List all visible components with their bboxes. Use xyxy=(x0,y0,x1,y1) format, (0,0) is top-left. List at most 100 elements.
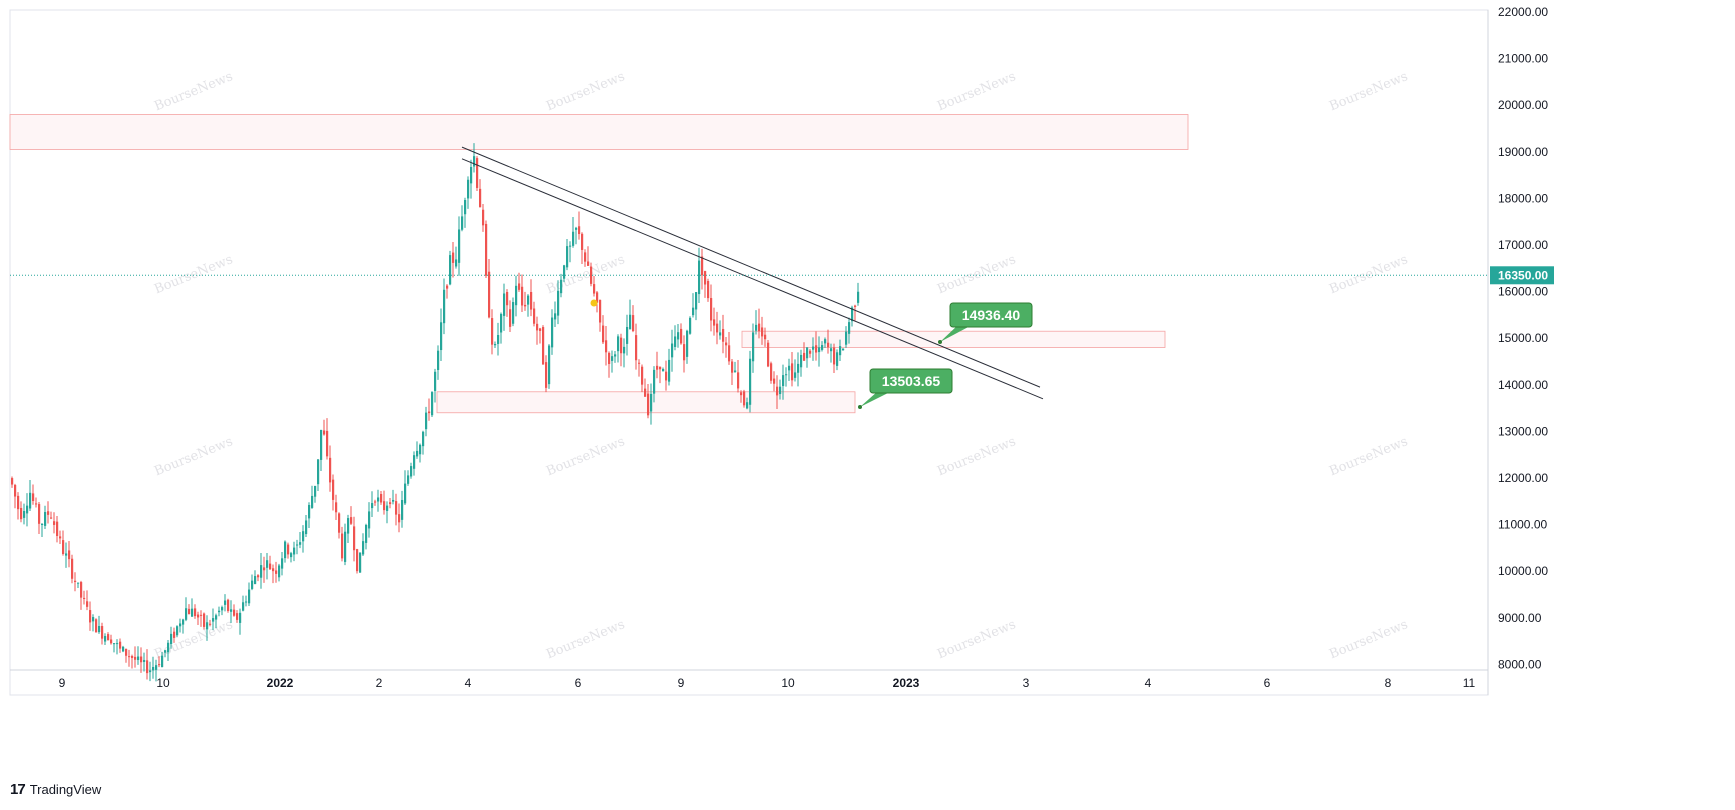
candle-body[interactable] xyxy=(731,361,734,373)
candle-body[interactable] xyxy=(617,336,620,352)
candle-body[interactable] xyxy=(125,648,128,656)
candle-body[interactable] xyxy=(341,533,344,559)
candle-body[interactable] xyxy=(584,252,587,262)
candle-body[interactable] xyxy=(578,226,581,235)
candle-body[interactable] xyxy=(758,323,761,332)
candle-body[interactable] xyxy=(188,608,191,615)
candle-body[interactable] xyxy=(854,305,857,307)
trendlines[interactable] xyxy=(461,146,1044,400)
candle-body[interactable] xyxy=(374,501,377,503)
candle-body[interactable] xyxy=(566,246,569,268)
candle-body[interactable] xyxy=(710,298,713,321)
candle-body[interactable] xyxy=(221,607,224,611)
candle-body[interactable] xyxy=(764,334,767,340)
candle-body[interactable] xyxy=(272,568,275,572)
candle-body[interactable] xyxy=(542,327,545,365)
candle-body[interactable] xyxy=(209,623,212,625)
candle-body[interactable] xyxy=(41,523,44,525)
candle-body[interactable] xyxy=(419,444,422,455)
candle-body[interactable] xyxy=(596,292,599,303)
candle-body[interactable] xyxy=(620,337,623,354)
candle-body[interactable] xyxy=(14,484,17,497)
candle-body[interactable] xyxy=(830,348,833,352)
candle-body[interactable] xyxy=(77,582,80,584)
candle-body[interactable] xyxy=(356,549,359,572)
candle-body[interactable] xyxy=(212,618,215,622)
candle-body[interactable] xyxy=(836,352,839,366)
price-callout[interactable]: 13503.65 xyxy=(858,368,953,409)
candle-body[interactable] xyxy=(773,378,776,384)
candle-body[interactable] xyxy=(344,531,347,562)
candle-body[interactable] xyxy=(107,634,110,641)
candle-body[interactable] xyxy=(677,332,680,340)
candle-body[interactable] xyxy=(644,388,647,397)
candle-body[interactable] xyxy=(593,284,596,294)
candle-body[interactable] xyxy=(707,280,710,299)
candle-body[interactable] xyxy=(524,304,527,307)
candle-body[interactable] xyxy=(668,359,671,382)
candle-body[interactable] xyxy=(722,328,725,342)
candle-body[interactable] xyxy=(71,558,74,579)
candle-body[interactable] xyxy=(647,393,650,416)
candle-body[interactable] xyxy=(761,327,764,337)
candle-body[interactable] xyxy=(164,650,167,653)
candle-body[interactable] xyxy=(698,260,701,295)
candle-body[interactable] xyxy=(167,642,170,653)
candle-body[interactable] xyxy=(728,345,731,362)
candle-body[interactable] xyxy=(170,633,173,645)
candle-body[interactable] xyxy=(827,342,830,348)
candle-body[interactable] xyxy=(203,613,206,627)
candle-body[interactable] xyxy=(494,344,497,346)
candle-body[interactable] xyxy=(134,656,137,660)
candle-body[interactable] xyxy=(239,612,242,623)
candle-body[interactable] xyxy=(632,315,635,332)
candle-body[interactable] xyxy=(368,511,371,529)
candle-body[interactable] xyxy=(224,600,227,605)
candle-body[interactable] xyxy=(62,540,65,554)
candle-body[interactable] xyxy=(416,450,419,457)
candle-body[interactable] xyxy=(365,524,368,543)
candle-body[interactable] xyxy=(29,492,32,509)
candle-body[interactable] xyxy=(623,346,626,354)
candle-body[interactable] xyxy=(215,615,218,620)
candle-body[interactable] xyxy=(26,505,29,514)
candle-body[interactable] xyxy=(68,550,71,560)
candle-body[interactable] xyxy=(335,502,338,513)
candle-body[interactable] xyxy=(305,520,308,535)
candle-body[interactable] xyxy=(746,402,749,409)
candle-body[interactable] xyxy=(332,479,335,500)
candle-body[interactable] xyxy=(638,362,641,364)
candle-body[interactable] xyxy=(479,188,482,208)
candle-body[interactable] xyxy=(443,289,446,324)
candle-body[interactable] xyxy=(380,494,383,503)
candle-body[interactable] xyxy=(407,475,410,484)
candle-body[interactable] xyxy=(629,314,632,330)
candle-body[interactable] xyxy=(137,656,140,661)
candle-body[interactable] xyxy=(287,544,290,555)
candle-body[interactable] xyxy=(152,666,155,671)
candle-body[interactable] xyxy=(482,209,485,226)
candle-body[interactable] xyxy=(269,563,272,570)
candle-body[interactable] xyxy=(695,292,698,310)
candle-body[interactable] xyxy=(440,322,443,351)
candle-body[interactable] xyxy=(767,342,770,367)
candle-body[interactable] xyxy=(98,625,101,633)
candle-body[interactable] xyxy=(446,285,449,289)
candle-body[interactable] xyxy=(452,252,455,263)
candle-body[interactable] xyxy=(299,542,302,545)
candle-body[interactable] xyxy=(392,499,395,502)
candle-body[interactable] xyxy=(788,365,791,371)
candle-body[interactable] xyxy=(428,411,431,414)
candle-body[interactable] xyxy=(437,350,440,371)
candle-body[interactable] xyxy=(656,365,659,370)
candle-body[interactable] xyxy=(182,619,185,625)
candle-body[interactable] xyxy=(812,346,815,350)
candle-body[interactable] xyxy=(149,670,152,673)
candle-body[interactable] xyxy=(200,614,203,616)
candle-body[interactable] xyxy=(734,370,737,372)
candle-body[interactable] xyxy=(434,371,437,391)
candle-body[interactable] xyxy=(818,347,821,353)
candle-body[interactable] xyxy=(206,622,209,630)
candle-body[interactable] xyxy=(716,323,719,333)
candle-body[interactable] xyxy=(260,565,263,578)
